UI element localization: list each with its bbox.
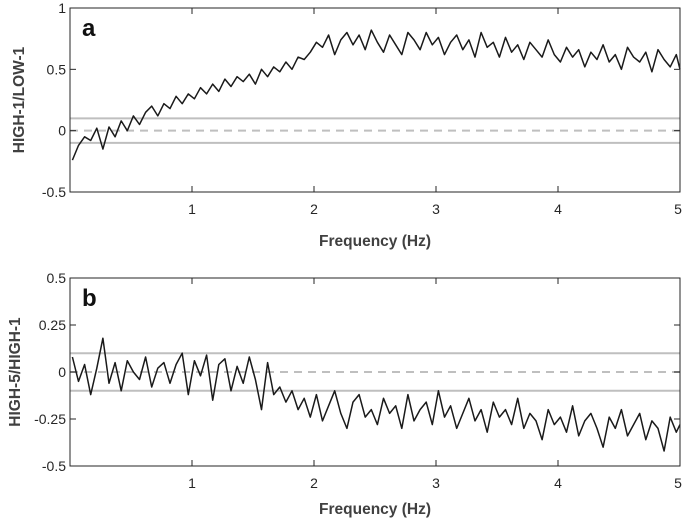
y-tick-label: -0.5 bbox=[42, 458, 66, 474]
x-tick-label: 5 bbox=[674, 475, 682, 491]
y-tick-label: 0 bbox=[58, 123, 66, 139]
x-tick-label: 2 bbox=[310, 201, 318, 217]
y-tick-label: 0.25 bbox=[39, 317, 66, 333]
x-tick-label: 3 bbox=[432, 201, 440, 217]
y-tick-label: -0.25 bbox=[34, 411, 66, 427]
y-tick-label: 0 bbox=[58, 364, 66, 380]
y-axis-title: HIGH-1/LOW-1 bbox=[11, 46, 28, 153]
y-tick-label: -0.5 bbox=[42, 184, 66, 200]
panel-label: b bbox=[82, 285, 97, 312]
x-tick-label: 4 bbox=[554, 201, 562, 217]
x-tick-label: 2 bbox=[310, 475, 318, 491]
x-tick-label: 5 bbox=[674, 201, 682, 217]
x-tick-label: 1 bbox=[188, 475, 196, 491]
x-axis-title: Frequency (Hz) bbox=[319, 233, 431, 250]
y-tick-label: 1 bbox=[58, 0, 66, 16]
y-axis-title: HIGH-5/HIGH-1 bbox=[7, 317, 24, 427]
x-tick-label: 3 bbox=[432, 475, 440, 491]
x-tick-label: 1 bbox=[188, 201, 196, 217]
panel-a: 1 2 3 4 5 -0.5 0 0.5 1 Frequency (Hz) HIGH-1/LOW-1… bbox=[11, 0, 682, 250]
panel-label: a bbox=[82, 15, 96, 42]
y-tick-label: 0.5 bbox=[47, 270, 67, 286]
panel-b: 1 2 3 4 5 -0.5 -0.25 0 0.25 0.5 Frequency (Hz) HIGH… bbox=[7, 270, 682, 518]
plot-frame-a bbox=[69, 7, 681, 193]
series-line-a bbox=[71, 29, 681, 161]
x-axis-title: Frequency (Hz) bbox=[319, 501, 431, 518]
y-tick-label: 0.5 bbox=[47, 61, 67, 77]
x-tick-label: 4 bbox=[554, 475, 562, 491]
series-line-b bbox=[71, 337, 681, 452]
